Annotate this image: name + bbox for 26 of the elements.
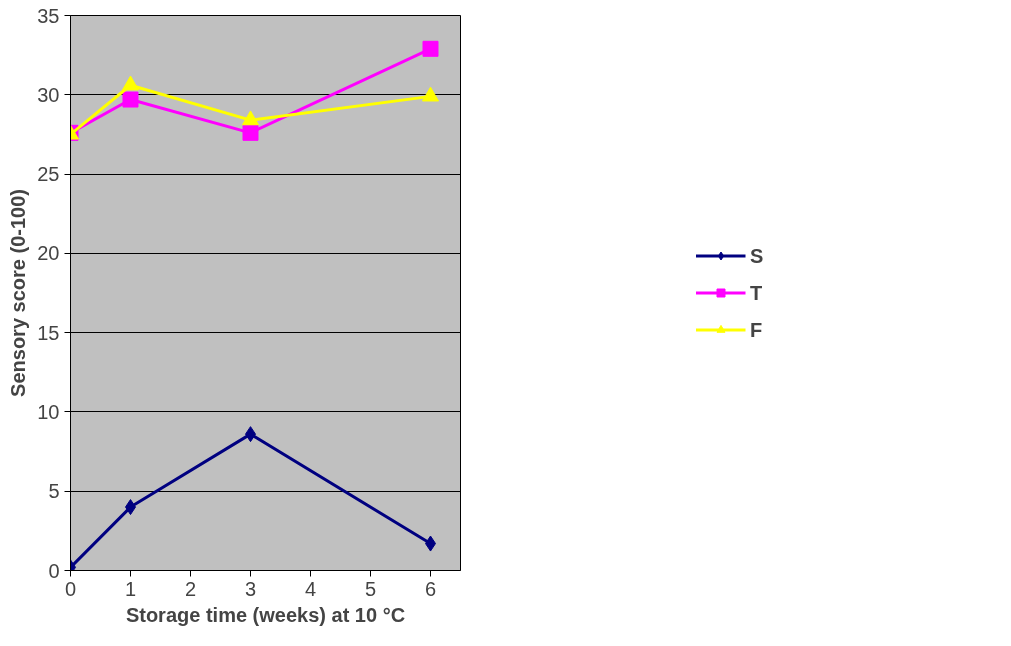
x-tick-label: 2 <box>184 577 197 600</box>
x-axis-title: Storage time (weeks) at 10 °C <box>125 603 406 626</box>
point <box>422 40 439 57</box>
y-tick-label: 35 <box>37 4 60 27</box>
x-tick-label: 6 <box>424 577 437 600</box>
x-tick-label: 5 <box>364 577 377 600</box>
x-tick-label: 4 <box>304 577 317 600</box>
point <box>422 86 439 102</box>
x-tick-label: 1 <box>124 577 137 600</box>
point <box>242 124 259 141</box>
y-tick-label: 10 <box>37 400 60 423</box>
point <box>122 75 139 91</box>
y-tick-label: 25 <box>37 163 60 186</box>
x-tick-label: 0 <box>64 577 77 600</box>
y-axis-title: Sensory score (0-100) <box>7 189 30 397</box>
y-tick-label: 15 <box>37 321 60 344</box>
y-tick-label: 30 <box>37 83 60 106</box>
y-tick-label: 5 <box>48 480 60 503</box>
y-tick-label: 20 <box>37 242 60 265</box>
point <box>122 91 139 108</box>
legend-label: F <box>750 318 764 341</box>
x-tick-label: 3 <box>244 577 257 600</box>
y-tick-label: 0 <box>48 559 60 582</box>
legend-label: T <box>750 281 764 304</box>
legend-label: S <box>750 244 765 267</box>
point <box>242 110 259 126</box>
